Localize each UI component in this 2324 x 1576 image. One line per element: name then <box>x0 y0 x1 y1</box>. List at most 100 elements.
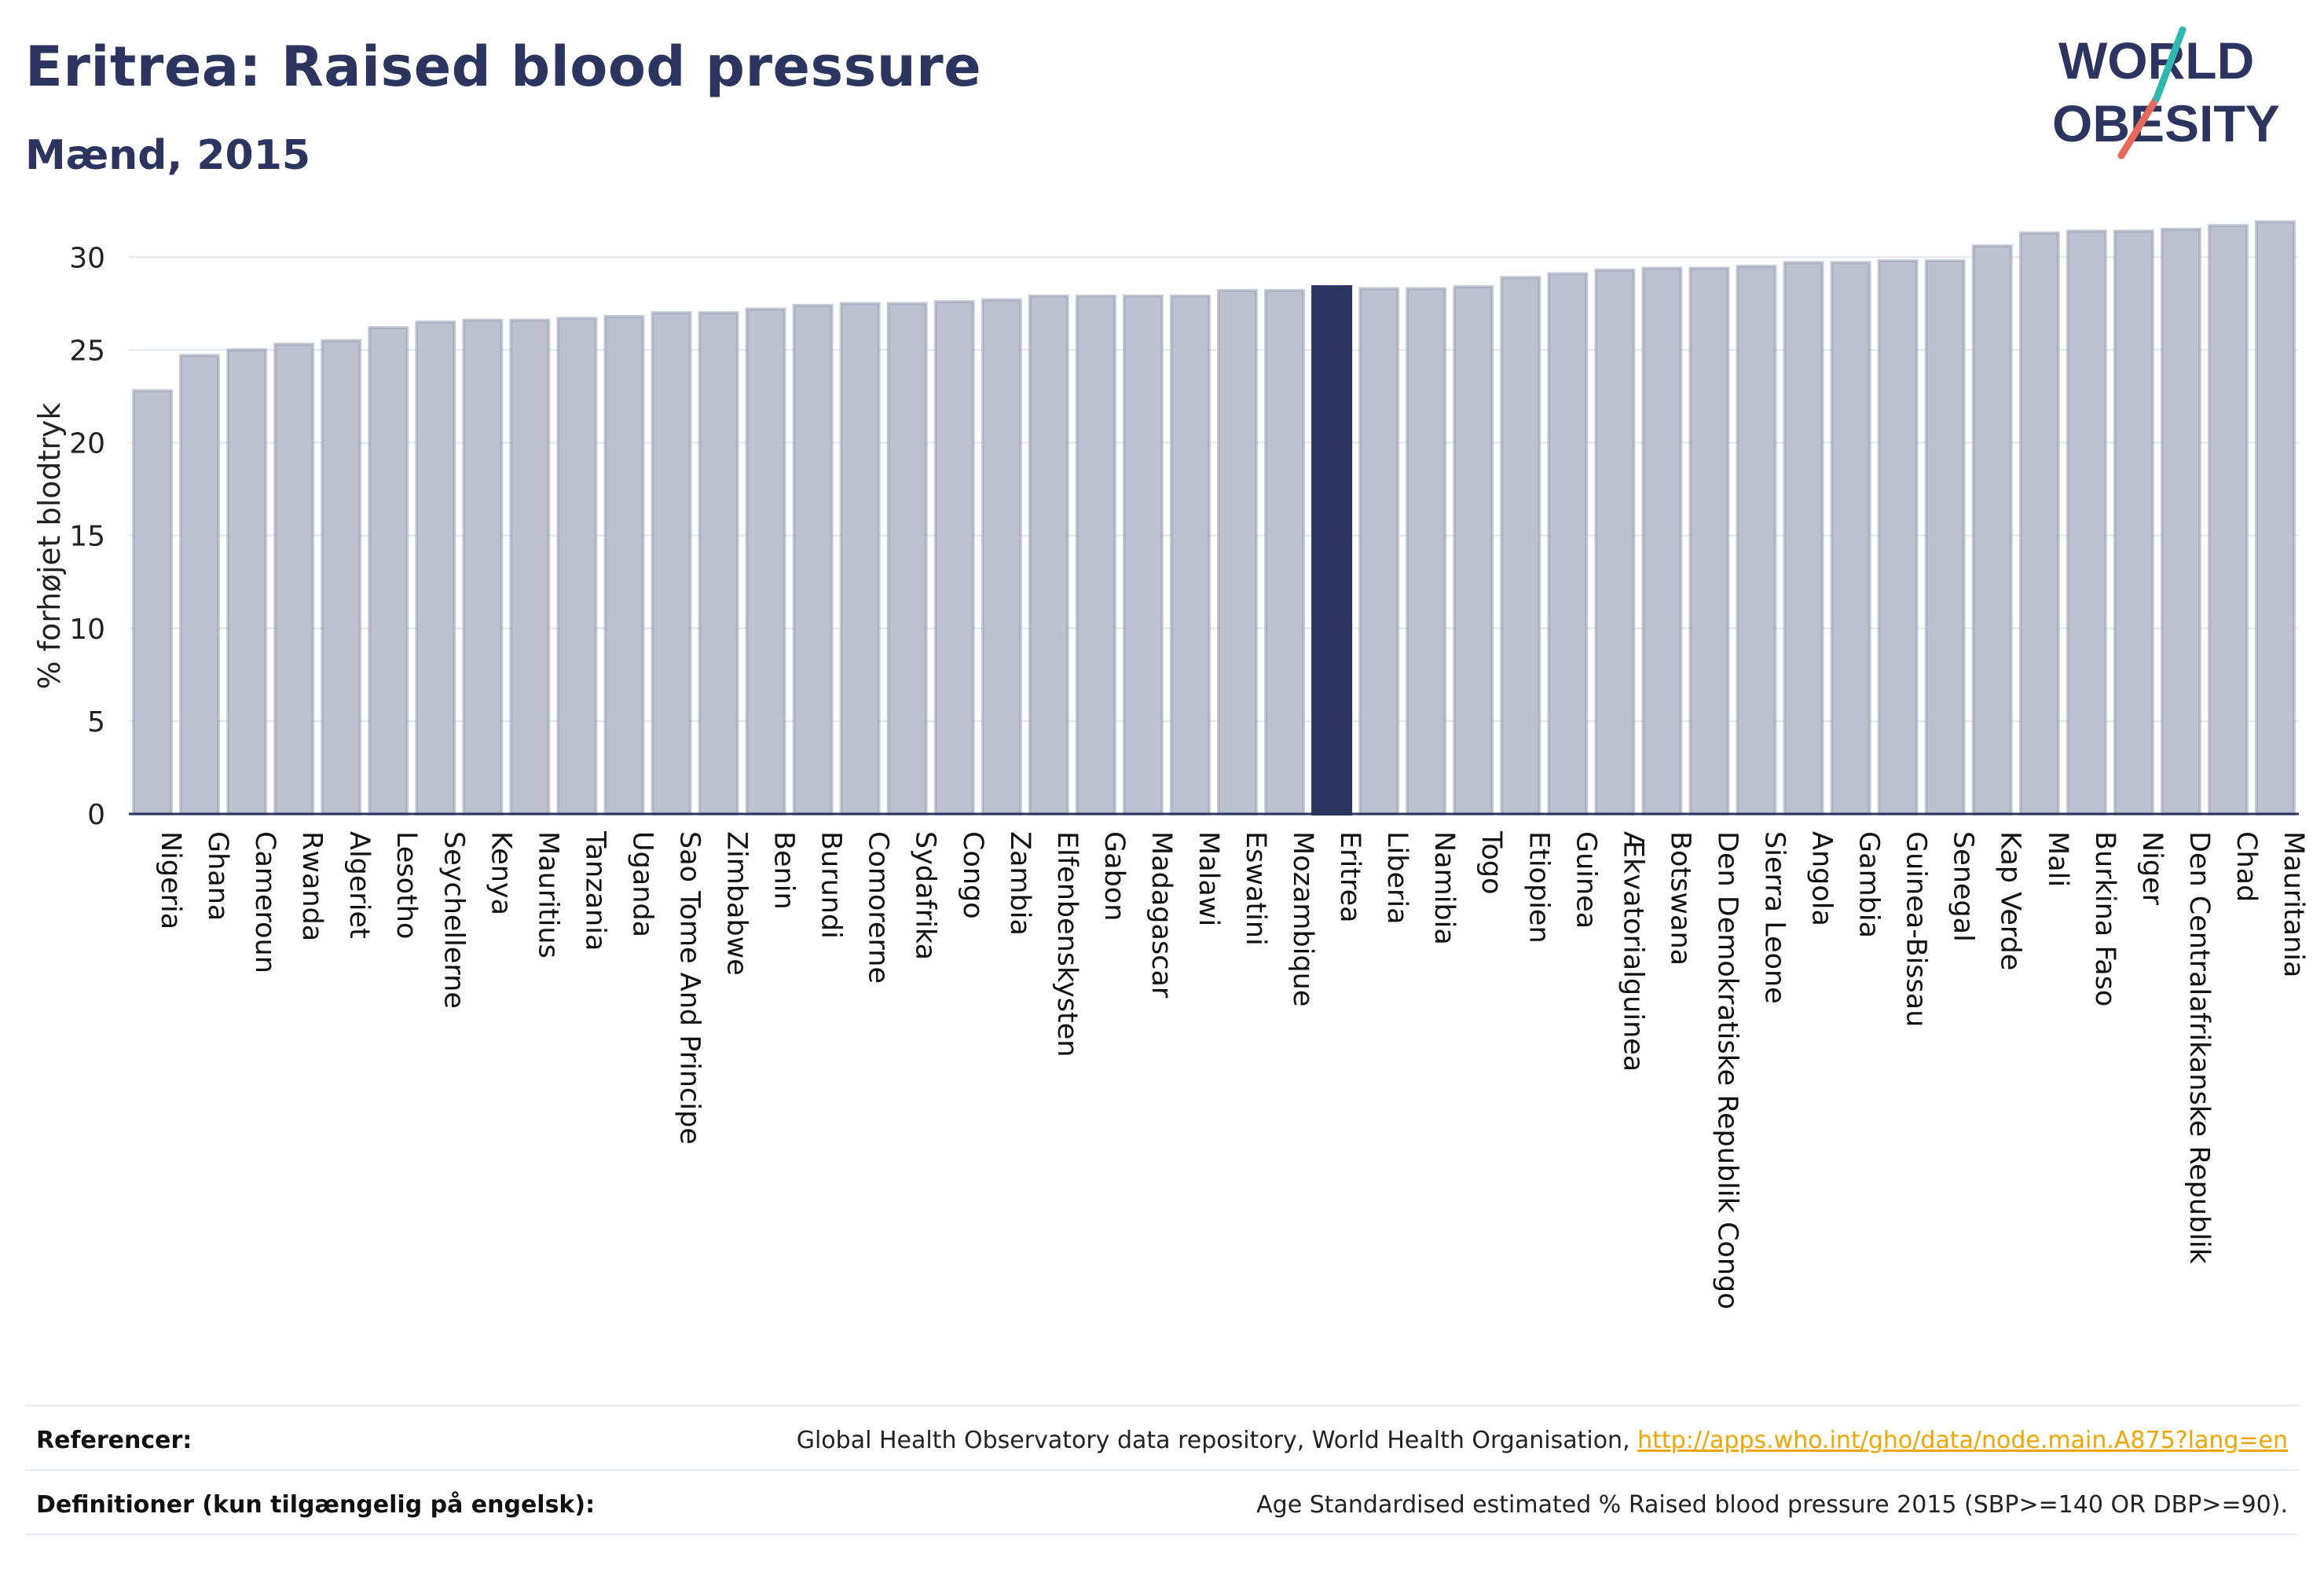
logo-line2: OBESITY <box>2052 94 2280 152</box>
references-value: Global Health Observatory data repositor… <box>797 1427 2288 1454</box>
references-label: Referencer: <box>36 1427 192 1454</box>
x-tick-label: Cameroun <box>249 831 280 973</box>
bar <box>1075 294 1116 815</box>
bar <box>745 307 786 815</box>
bar-highlight <box>1311 285 1353 815</box>
x-tick-label: Comorerne <box>863 831 894 984</box>
bar <box>1783 261 1824 815</box>
bar <box>2207 224 2249 815</box>
x-tick-label: Niger <box>2136 831 2168 906</box>
references-link[interactable]: http://apps.who.int/gho/data/node.main.A… <box>1637 1427 2288 1454</box>
bar <box>2018 231 2060 816</box>
logo-line1: WORLD <box>2058 31 2254 90</box>
bar <box>368 326 409 815</box>
bar <box>1028 294 1069 815</box>
x-tick-label: Den Centralafrikanske Republik <box>2183 831 2215 1265</box>
bar <box>2160 227 2201 815</box>
bar <box>1500 276 1541 815</box>
bar <box>651 311 692 815</box>
bar <box>1217 288 1259 815</box>
x-tick-label: Uganda <box>626 831 658 937</box>
x-tick-label: Nigeria <box>155 831 186 929</box>
x-tick-label: Ghana <box>202 831 233 921</box>
x-tick-label: Chad <box>2231 831 2262 902</box>
x-tick-label: Zimbabwe <box>721 831 753 976</box>
x-tick-label: Sao Tome And Principe <box>674 831 706 1145</box>
x-tick-label: Mauritius <box>532 831 563 958</box>
logo-slash-teal <box>2153 26 2187 102</box>
world-obesity-logo: WORLD OBESITY <box>2052 26 2280 159</box>
x-tick-label: Congo <box>957 831 988 919</box>
x-tick-label: Mali <box>2042 831 2073 887</box>
x-tick-label: Tanzania <box>579 830 610 951</box>
x-tick-label: Mozambique <box>1287 831 1318 1006</box>
bar <box>1122 294 1164 815</box>
x-tick-label: Elfenbenskysten <box>1051 831 1083 1057</box>
x-tick-label: Guinea-Bissau <box>1901 831 1932 1027</box>
bar <box>1594 268 1636 816</box>
bar <box>886 302 928 815</box>
bar <box>509 318 551 815</box>
bar <box>226 348 268 815</box>
logo-slash-red <box>2117 94 2161 159</box>
x-tick-label: Senegal <box>1948 831 1979 942</box>
x-tick-label: Benin <box>768 831 800 910</box>
definitions-label: Definitioner (kun tilgængelig på engelsk… <box>36 1491 596 1519</box>
x-tick-label: Rwanda <box>296 831 328 941</box>
y-axis-label: % forhøjet blodtryk <box>32 402 67 689</box>
bar <box>556 317 598 815</box>
x-tick-label: Zambia <box>1004 831 1036 936</box>
x-tick-label: Burkina Faso <box>2089 831 2121 1006</box>
x-tick-label: Liberia <box>1381 831 1413 925</box>
bar <box>1971 244 2013 815</box>
bar <box>792 303 834 815</box>
y-tick-label: 15 <box>69 521 105 553</box>
bar <box>981 298 1022 815</box>
bar <box>698 311 739 815</box>
bar <box>462 318 504 815</box>
y-tick-label: 30 <box>69 242 105 274</box>
axis-layer: 0 5 10 15 20 25 30 Nigeria Ghana Cameroun Rwanda Al… <box>69 242 2309 1309</box>
x-tick-label: Malawi <box>1193 831 1224 926</box>
x-tick-label: Den Demokratiske Republik Congo <box>1711 831 1743 1310</box>
x-tick-label: Kap Verde <box>1995 831 2026 970</box>
y-tick-label: 0 <box>87 799 105 831</box>
x-tick-label: Ækvatorialguinea <box>1617 831 1648 1072</box>
x-tick-label: Etiopien <box>1523 831 1554 944</box>
bar <box>132 389 174 816</box>
bar <box>2113 229 2154 815</box>
x-tick-label: Eswatini <box>1240 831 1271 946</box>
footer-divider-top <box>25 1405 2299 1406</box>
x-tick-label: Algeriet <box>343 831 375 939</box>
x-tick-label: Angola <box>1806 831 1838 926</box>
bar <box>839 302 881 815</box>
bar <box>1358 287 1400 816</box>
x-tick-label: Guinea <box>1570 831 1601 929</box>
bar <box>603 314 645 816</box>
bar <box>1453 285 1494 815</box>
bar <box>2254 220 2296 815</box>
bar <box>273 343 315 816</box>
bar <box>321 339 362 815</box>
y-tick-label: 20 <box>69 428 105 460</box>
bar <box>415 320 456 815</box>
bar <box>2066 229 2107 815</box>
bar <box>1877 258 1919 816</box>
x-tick-label: Gambia <box>1853 831 1885 938</box>
x-tick-label: Kenya <box>485 831 516 915</box>
x-tick-label: Namibia <box>1428 831 1460 945</box>
references-text: Global Health Observatory data repositor… <box>796 1427 1638 1454</box>
chart-title: Eritrea: Raised blood pressure <box>25 35 982 99</box>
x-tick-label: Seychellerne <box>438 831 469 1009</box>
bar <box>1641 266 1683 815</box>
x-tick-label: Sierra Leone <box>1759 831 1791 1004</box>
footer-divider-bottom <box>25 1534 2299 1535</box>
bar <box>179 354 221 815</box>
bar <box>1830 261 1871 815</box>
bar <box>933 299 975 815</box>
x-tick-label: Sydafrika <box>910 831 941 960</box>
x-tick-label: Burundi <box>816 831 847 939</box>
y-tick-label: 10 <box>69 614 105 646</box>
x-tick-label: Eritrea <box>1334 831 1365 923</box>
x-tick-label: Mauritania <box>2278 831 2309 977</box>
